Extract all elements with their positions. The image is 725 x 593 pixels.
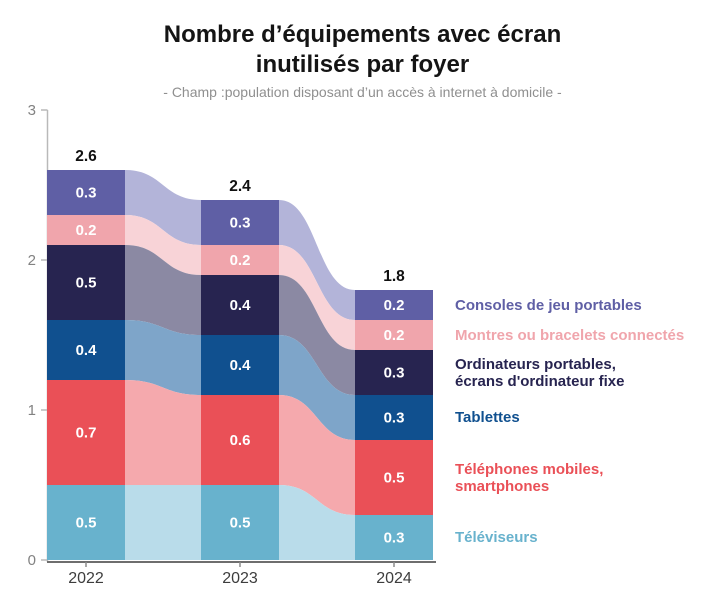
legend-label: écrans d'ordinateur fixe — [455, 372, 625, 390]
bar-segment-telephones — [201, 395, 279, 485]
segment-value-label: 0.5 — [230, 515, 251, 532]
chart-subtitle: - Champ :population disposant d’un accès… — [163, 84, 562, 100]
flow-tablettes — [279, 335, 355, 440]
bar-segment-consoles — [355, 290, 433, 320]
legend-item-consoles: Consoles de jeu portables — [455, 297, 642, 314]
bar-segment-ordinateurs — [47, 245, 125, 320]
segment-value-label: 0.2 — [230, 252, 251, 269]
bar-segment-consoles — [47, 170, 125, 215]
bar-segment-tablettes — [355, 395, 433, 440]
legend-label: Tablettes — [455, 409, 520, 426]
bar-segment-montres — [355, 320, 433, 350]
total-label: 2.6 — [75, 148, 97, 165]
legend-item-telephones: Téléphones mobiles, smartphones — [455, 461, 603, 495]
segment-value-label: 0.5 — [76, 515, 97, 532]
segment-value-label: 0.3 — [76, 185, 97, 202]
bar-segment-tablettes — [47, 320, 125, 380]
flow-ordinateurs — [125, 245, 201, 335]
y-tick-label: 3 — [28, 102, 36, 119]
flow-montres — [125, 215, 201, 275]
segment-value-label: 0.6 — [230, 432, 251, 449]
segment-value-label: 0.4 — [230, 357, 252, 374]
bar-segment-consoles — [201, 200, 279, 245]
legend-item-televiseurs: Téléviseurs — [455, 529, 538, 546]
flow-televiseurs — [125, 485, 201, 560]
bar-segment-telephones — [47, 380, 125, 485]
legend-item-ordinateurs: Ordinateurs portables, écrans d'ordinateu… — [455, 356, 624, 390]
segment-value-label: 0.3 — [384, 530, 405, 547]
bar-segment-televiseurs — [47, 485, 125, 560]
legend-label: Ordinateurs portables, — [455, 355, 616, 373]
segment-value-label: 0.5 — [76, 275, 97, 292]
bar-segment-montres — [201, 245, 279, 275]
bar-segment-tablettes — [201, 335, 279, 395]
y-tick-label: 2 — [28, 252, 36, 269]
chart-title: Nombre d’équipements avec écran inutilis… — [0, 20, 725, 80]
segment-value-label: 0.4 — [76, 342, 98, 359]
chart-title-line2: inutilisés par foyer — [255, 51, 470, 78]
total-label: 2.4 — [229, 178, 251, 195]
bar-segment-ordinateurs — [201, 275, 279, 335]
x-tick-label: 2022 — [68, 570, 104, 587]
flow-consoles — [125, 170, 201, 245]
flow-telephones — [125, 380, 201, 485]
segment-value-label: 0.3 — [384, 365, 405, 382]
legend-label: Téléviseurs — [455, 529, 538, 546]
bar-segment-montres — [47, 215, 125, 245]
bar-segment-televiseurs — [201, 485, 279, 560]
flow-telephones — [279, 395, 355, 515]
legend-label: Consoles de jeu portables — [455, 296, 642, 314]
y-tick-label: 0 — [28, 552, 36, 569]
legend-label: smartphones — [455, 477, 550, 495]
segment-value-label: 0.3 — [384, 410, 405, 427]
segment-value-label: 0.7 — [76, 425, 97, 442]
flow-tablettes — [125, 320, 201, 395]
flow-ordinateurs — [279, 275, 355, 395]
bar-segment-televiseurs — [355, 515, 433, 560]
segment-value-label: 0.5 — [384, 470, 405, 487]
x-tick-label: 2024 — [376, 570, 412, 587]
flow-consoles — [279, 200, 355, 320]
flow-montres — [279, 245, 355, 350]
legend-item-montres: Montres ou bracelets connectés — [455, 327, 684, 344]
legend-label: Montres ou bracelets connectés — [455, 326, 685, 344]
x-tick-label: 2023 — [222, 570, 258, 587]
flow-televiseurs — [279, 485, 355, 560]
segment-value-label: 0.2 — [384, 327, 405, 344]
segment-value-label: 0.2 — [76, 222, 97, 239]
legend-item-tablettes: Tablettes — [455, 409, 520, 426]
legend-label: Téléphones mobiles, — [455, 460, 604, 478]
segment-value-label: 0.3 — [230, 215, 251, 232]
segment-value-label: 0.4 — [230, 297, 252, 314]
y-tick-label: 1 — [28, 402, 36, 419]
chart-title-line1: Nombre d’équipements avec écran — [163, 21, 562, 48]
segment-value-label: 0.2 — [384, 297, 405, 314]
bar-segment-telephones — [355, 440, 433, 515]
total-label: 1.8 — [383, 268, 405, 285]
bar-segment-ordinateurs — [355, 350, 433, 395]
